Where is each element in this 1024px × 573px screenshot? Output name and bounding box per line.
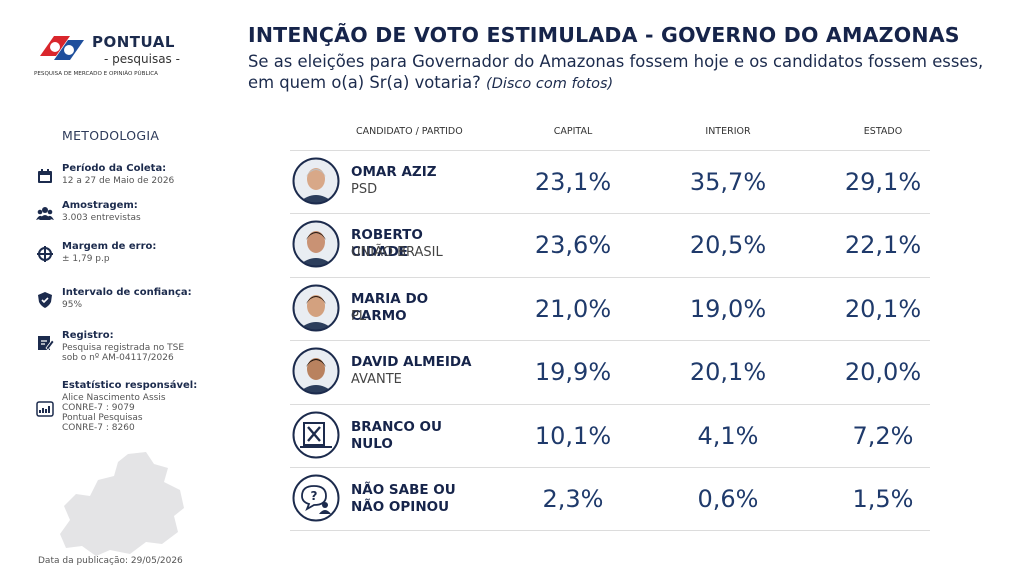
vote-value: 35,7%: [689, 168, 767, 196]
methodology-icon-svg: [36, 207, 54, 220]
amazonas-map: [60, 452, 184, 556]
svg-text:?: ?: [311, 489, 318, 503]
methodology-line: 3.003 entrevistas: [62, 213, 141, 223]
methodology-label: Margem de erro:: [62, 241, 157, 252]
candidate-name: MARIA DO CARMO: [351, 290, 429, 324]
logo-name: PONTUAL: [92, 33, 175, 51]
avatar-svg: [292, 157, 340, 205]
subtitle-text: Se as eleições para Governador do Amazon…: [248, 52, 984, 92]
methodology-label: Período da Coleta:: [62, 163, 167, 174]
avatar-svg: [292, 411, 340, 459]
vote-value: 7,2%: [852, 421, 914, 450]
subtitle-note: (Disco com fotos): [486, 76, 614, 92]
candidate-name: ROBERTO CIDADE: [351, 227, 423, 261]
methodology-label: Amostragem:: [62, 200, 138, 211]
row-divider: [290, 150, 930, 151]
methodology-line: 12 a 27 de Maio de 2026: [62, 176, 175, 186]
footer: Data da publicação: 29/05/2026: [38, 556, 183, 566]
candidate-party: UNIÃO BRASIL: [351, 245, 443, 261]
avatar-svg: [292, 220, 340, 268]
candidate-party: AVANTE: [351, 372, 402, 388]
methodology-icon-svg: [38, 169, 52, 183]
row-divider: [290, 403, 930, 405]
vote-value: 0,6%: [697, 485, 759, 513]
avatar: [292, 220, 340, 272]
methodology-line: Pesquisa registrada no TSE: [62, 343, 185, 353]
vote-value: 20,1%: [844, 294, 922, 323]
methodology-icon: [36, 291, 54, 313]
avatar-svg: ?: [292, 474, 340, 522]
avatar-svg: [292, 347, 340, 395]
vote-value: 23,6%: [534, 231, 612, 260]
candidate-party: PL: [351, 308, 367, 324]
candidate-name: NÃO SABE OU NÃO OPINOU: [351, 482, 456, 515]
methodology-icon-svg: [38, 336, 55, 351]
vote-value: 23,1%: [534, 168, 612, 196]
methodology-label: Registro:: [62, 330, 114, 341]
vote-value: 4,1%: [697, 421, 759, 450]
avatar: [292, 157, 340, 209]
methodology-icon: [36, 167, 54, 189]
methodology-line: CONRE-7 : 9079: [62, 403, 135, 413]
column-header: CAPITAL: [553, 126, 593, 137]
methodology-label: Estatístico responsável:: [62, 380, 198, 391]
methodology-label: Intervalo de confiança:: [62, 287, 192, 298]
title: INTENÇÃO DE VOTO ESTIMULADA - GOVERNO DO…: [248, 23, 960, 47]
methodology-title: METODOLOGIA: [62, 128, 160, 143]
methodology-icon-svg: [37, 246, 53, 262]
avatar: ?: [292, 474, 340, 526]
methodology-line: Pontual Pesquisas: [62, 413, 143, 423]
vote-value: 19,9%: [534, 358, 612, 387]
row-divider: [290, 467, 930, 468]
methodology-icon: [36, 334, 55, 356]
logo-tagline: PESQUISA DE MERCADO E OPINIÃO PÚBLICA: [34, 71, 158, 77]
row-divider: [290, 340, 930, 342]
logo-mark: [40, 36, 84, 60]
row-divider: [290, 213, 930, 215]
row-divider: [290, 530, 930, 532]
candidate-name: BRANCO OU NULO: [351, 418, 442, 452]
vote-value: 21,0%: [534, 294, 612, 323]
methodology-icon: [36, 204, 54, 226]
methodology-icon-svg: [38, 292, 52, 308]
avatar-svg: [292, 284, 340, 332]
vote-value: 2,3%: [542, 485, 604, 513]
avatar: [292, 411, 340, 463]
methodology-icon: [36, 245, 54, 267]
avatar: [292, 347, 340, 399]
candidate-party: PSD: [351, 182, 378, 197]
candidate-name: OMAR AZIZ: [351, 164, 437, 180]
column-header: ESTADO: [863, 126, 903, 137]
methodology-line: Alice Nascimento Assis: [62, 393, 166, 403]
row-divider: [290, 276, 930, 278]
vote-value: 10,1%: [534, 421, 612, 450]
column-header: CANDIDATO / PARTIDO: [356, 126, 463, 137]
vote-value: 22,1%: [844, 231, 922, 260]
avatar: [292, 284, 340, 336]
vote-value: 20,1%: [689, 358, 767, 387]
logo-sub: - pesquisas -: [104, 52, 180, 66]
subtitle: Se as eleições para Governador do Amazon…: [248, 51, 988, 95]
vote-value: 1,5%: [852, 485, 914, 513]
candidate-name: DAVID ALMEIDA: [351, 354, 472, 371]
methodology-line: sob o nº AM-04117/2026: [62, 353, 174, 363]
methodology-icon-svg: [36, 401, 54, 417]
methodology-icon: [36, 400, 54, 422]
methodology-line: ± 1,79 p.p: [62, 254, 110, 264]
vote-value: 29,1%: [844, 168, 922, 196]
vote-value: 20,0%: [844, 358, 922, 387]
vote-value: 20,5%: [689, 231, 767, 260]
methodology-line: CONRE-7 : 8260: [62, 423, 135, 433]
vote-value: 19,0%: [689, 294, 767, 323]
methodology-line: 95%: [62, 300, 83, 310]
column-header: INTERIOR: [705, 126, 751, 137]
